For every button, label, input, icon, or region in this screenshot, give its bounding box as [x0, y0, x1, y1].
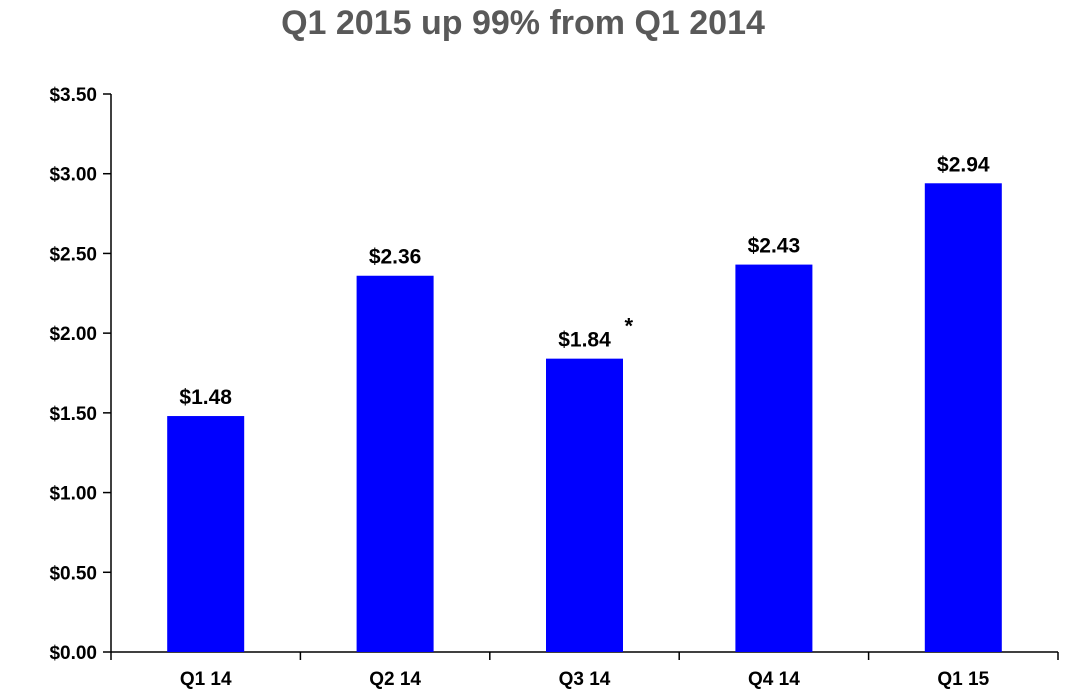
x-tick-label: Q2 14	[369, 669, 421, 690]
x-tick-label: Q4 14	[748, 669, 800, 690]
bar	[924, 183, 1002, 652]
x-tick-label: Q1 15	[937, 669, 989, 690]
y-tick-label: $0.50	[49, 563, 97, 584]
data-label: $2.36	[369, 246, 422, 269]
y-tick-label: $2.00	[49, 324, 97, 345]
bar	[735, 264, 813, 652]
data-label: $2.43	[748, 235, 801, 258]
y-tick-label: $3.50	[49, 85, 97, 106]
footnote-marker: *	[625, 314, 634, 339]
data-label: $1.84	[558, 329, 611, 352]
bars	[167, 183, 1002, 652]
y-tick-label: $0.00	[49, 643, 97, 664]
y-tick-label: $3.00	[49, 165, 97, 186]
x-tick-label: Q1 14	[180, 669, 232, 690]
bar	[546, 358, 623, 652]
chart-title: Q1 2015 up 99% from Q1 2014	[281, 4, 765, 42]
bar	[356, 275, 434, 652]
y-tick-label: $2.50	[49, 244, 97, 265]
bar	[167, 416, 245, 652]
y-tick-label: $1.50	[49, 404, 97, 425]
data-label: $2.94	[937, 153, 990, 176]
x-tick-label: Q3 14	[559, 669, 611, 690]
labels: Q1 14 $1.48 Q2 14 $2.36 Q3 14 $1.84 * Q4 14 $2.4…	[179, 153, 989, 690]
y-tick-label: $1.00	[49, 484, 97, 505]
data-label: $1.48	[179, 386, 232, 409]
